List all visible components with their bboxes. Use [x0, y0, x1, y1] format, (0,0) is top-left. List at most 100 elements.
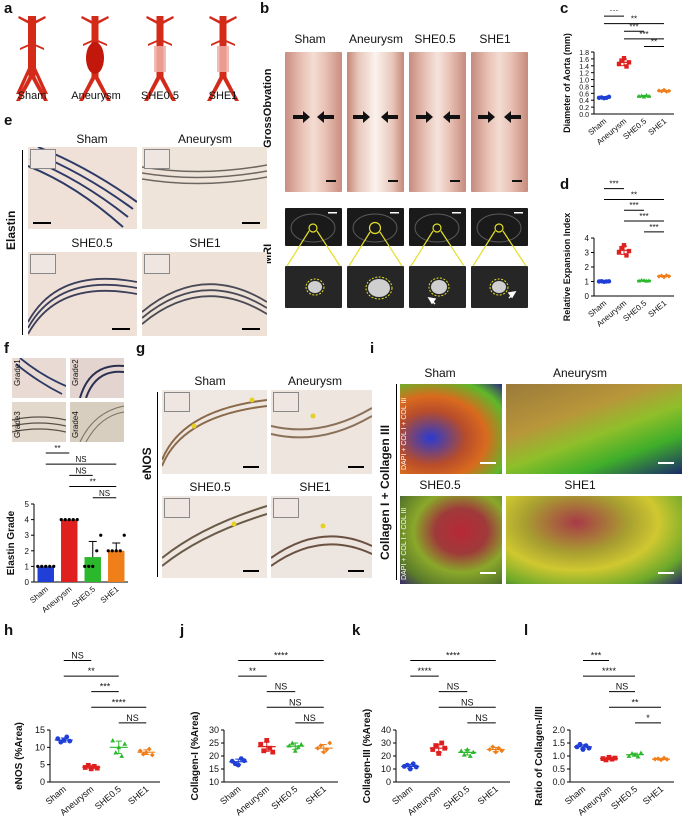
y-axis-label: Collagen-III (%Area) [362, 709, 373, 803]
artery-she05-diagram [144, 16, 176, 101]
y-tick-label: 1 [25, 562, 30, 571]
data-point [430, 747, 436, 752]
data-point [114, 549, 118, 553]
y-tick-label: 25 [209, 738, 219, 748]
significance-label: *** [639, 30, 648, 39]
collagen-scalebar-aneurysm [658, 462, 674, 464]
significance-label: ** [54, 444, 60, 453]
y-tick-label: 30 [209, 725, 219, 735]
panel-g-side-label: eNOS [140, 447, 154, 480]
y-tick-label: 1.0 [579, 78, 589, 85]
grade2-image [70, 358, 124, 398]
significance-label: ** [631, 190, 637, 199]
data-point [137, 748, 143, 754]
y-tick-label: 0.2 [579, 105, 589, 112]
significance-label: ** [90, 478, 96, 487]
y-tick-label: 0.0 [552, 777, 565, 787]
data-point [327, 740, 333, 746]
panel-letter-i: i [370, 340, 375, 357]
significance-label: ** [631, 15, 637, 24]
significance-label: NS [461, 697, 474, 707]
panel-e-side-bracket [22, 150, 23, 335]
bar [84, 557, 101, 582]
y-tick-label: 4 [585, 234, 590, 243]
data-point [258, 741, 264, 747]
data-point [122, 533, 126, 537]
data-point [467, 753, 473, 758]
data-point [71, 518, 75, 522]
significance-label: *** [629, 22, 638, 31]
significance-label: NS [99, 489, 110, 498]
data-point [36, 564, 40, 568]
data-point [146, 746, 152, 752]
x-category-label: SHE0.5 [269, 784, 299, 812]
y-tick-label: 1.4 [579, 64, 589, 71]
elastin-scalebar-she1 [242, 328, 260, 330]
y-axis-label: Relative Expansion Index [562, 213, 572, 322]
enos-inset-she1 [273, 498, 299, 518]
gross-photo-arrows [293, 111, 522, 182]
collagen-stain-label-bottom: DAPI + COL I + COL III [401, 507, 408, 580]
data-point [241, 758, 247, 764]
data-point [638, 750, 644, 755]
data-point [606, 94, 612, 99]
panel-a-label-aneurysm: Aneurysm [71, 90, 121, 102]
panel-letter-h: h [4, 622, 14, 639]
data-point [122, 741, 128, 746]
x-category-label: SHE0.5 [621, 116, 648, 141]
data-point [616, 61, 622, 67]
significance-label: NS [303, 713, 316, 723]
collagen-image-she1 [506, 496, 682, 584]
data-point [461, 752, 467, 757]
panel-e-title-she1: SHE1 [189, 236, 221, 250]
data-point [261, 748, 267, 754]
artery-aneurysm-diagram [79, 16, 111, 101]
panel-i-side-label: Collagen I + Collagen III [378, 424, 392, 560]
artery-she1-diagram [207, 16, 239, 101]
x-category-label: SHE1 [646, 116, 668, 137]
significance-label: ** [249, 666, 257, 676]
data-point [83, 564, 87, 568]
x-category-label: Sham [390, 784, 414, 807]
data-point [490, 744, 496, 750]
collagen-image-sham [400, 384, 502, 474]
data-point [616, 250, 622, 255]
y-tick-label: 4 [25, 516, 30, 525]
collagen-stain-label-top: DAPI + COL I + COL III [401, 397, 408, 470]
y-axis-label: Ratio of Collagen-I/III [534, 706, 545, 806]
enos-inset-aneurysm [273, 392, 299, 412]
data-point [64, 734, 70, 740]
collagen-image-aneurysm [506, 384, 682, 474]
significance-label: * [646, 713, 650, 723]
y-tick-label: 5 [25, 500, 30, 509]
y-axis-label: Elastin Grade [6, 510, 17, 575]
panel-a-label-she05: SHE0.5 [141, 90, 179, 102]
significance-label: NS [275, 682, 288, 692]
significance-label: **** [274, 650, 289, 660]
panel-i-title-aneurysm: Aneurysm [552, 366, 608, 380]
y-tick-label: 0.8 [579, 84, 589, 91]
collagen-image-she05 [400, 496, 502, 584]
grade1-image [12, 358, 66, 398]
x-category-label: Sham [218, 784, 242, 807]
data-point [94, 765, 100, 771]
panel-a-label-sham: Sham [17, 90, 47, 102]
y-tick-label: 30 [381, 738, 391, 748]
significance-label: NS [71, 650, 84, 660]
x-category-label: SHE1 [99, 584, 121, 605]
panel-g-side-bracket [157, 392, 158, 577]
data-point [413, 764, 419, 770]
data-point [324, 747, 330, 752]
significance-label: **** [602, 666, 617, 676]
data-point [493, 749, 499, 755]
x-category-label: SHE1 [126, 784, 150, 807]
y-tick-label: 3 [585, 249, 590, 258]
x-category-label: Sham [44, 784, 68, 807]
x-category-label: SHE0.5 [621, 298, 648, 323]
x-category-label: SHE0.5 [70, 584, 97, 609]
data-point [63, 518, 67, 522]
y-tick-label: 1 [585, 278, 590, 287]
panel-b-col-aneurysm: Aneurysm [348, 32, 404, 46]
